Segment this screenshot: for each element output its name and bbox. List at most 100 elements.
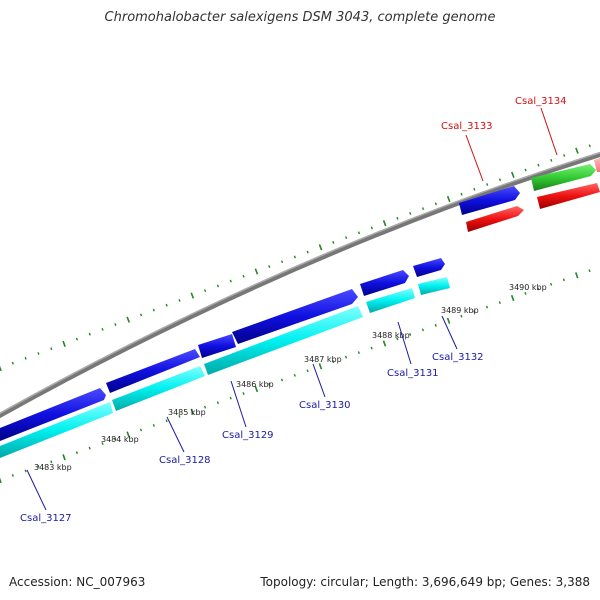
gene-label-csal3133[interactable]: Csal_3133 <box>441 121 493 132</box>
tick-mark <box>460 192 463 196</box>
tick-mark <box>537 287 540 291</box>
scale-label: 3487 kbp <box>304 355 342 364</box>
tick-mark <box>370 226 373 230</box>
tick-mark <box>498 301 501 304</box>
tick-mark <box>562 278 565 282</box>
tick-mark <box>165 419 168 423</box>
tick-mark <box>126 431 130 438</box>
tick-mark <box>409 332 412 336</box>
tick-mark <box>434 323 437 327</box>
gene-label-csal3130[interactable]: Csal_3130 <box>299 400 351 411</box>
gene-labels: Csal_3127 Csal_3128 Csal_3129 Csal_3130 … <box>20 96 567 524</box>
gene-arrow-csal3134-rev[interactable] <box>537 183 600 209</box>
scale-labels: 3483 kbp 3484 kbp 3485 kbp 3486 kbp 3487… <box>34 283 547 472</box>
tick-mark <box>357 351 360 355</box>
tick-mark <box>101 327 104 331</box>
scale-label: 3484 kbp <box>101 435 139 444</box>
tick-mark <box>152 308 155 312</box>
gene-arrow-csal3130[interactable] <box>232 289 358 344</box>
tick-mark <box>293 255 296 259</box>
gene-arrow-csal3128[interactable] <box>106 349 200 393</box>
tick-mark <box>511 171 515 178</box>
scale-label: 3486 kbp <box>236 380 274 389</box>
tick-mark <box>446 317 451 324</box>
gene-arrow-csal3134[interactable] <box>531 164 596 191</box>
tick-mark <box>216 401 219 405</box>
tick-mark <box>473 310 476 314</box>
gene-label-csal3127[interactable]: Csal_3127 <box>20 513 72 524</box>
tick-mark <box>114 323 117 326</box>
gene-arrow-csal3133-rev[interactable] <box>466 206 524 232</box>
tick-mark <box>254 268 259 275</box>
gene-label-csal3134[interactable]: Csal_3134 <box>515 96 567 107</box>
tick-mark <box>203 405 207 409</box>
tick-mark <box>88 446 91 450</box>
scale-label: 3490 kbp <box>509 283 547 292</box>
tick-mark <box>574 272 579 279</box>
tick-mark <box>485 305 489 309</box>
tick-mark <box>344 355 348 359</box>
tick-mark <box>332 360 335 364</box>
tick-mark <box>11 474 14 477</box>
tick-mark <box>575 147 579 154</box>
gene-arrow-csal3127-rev[interactable] <box>0 402 113 458</box>
tick-mark <box>204 289 207 293</box>
gene-label-csal3132[interactable]: Csal_3132 <box>432 352 484 363</box>
tick-mark <box>318 363 323 370</box>
genome-backbone <box>0 151 600 419</box>
map-title: Chromohalobacter salexigens DSM 3043, co… <box>104 10 496 25</box>
tick-mark <box>460 314 463 318</box>
scale-label: 3489 kbp <box>441 306 479 315</box>
tick-mark <box>152 423 155 427</box>
tick-mark <box>216 284 220 288</box>
tick-mark <box>357 231 361 235</box>
gene-label-csal3128[interactable]: Csal_3128 <box>159 455 211 466</box>
gene-arrow-csal3129[interactable] <box>198 334 236 358</box>
tick-mark <box>332 241 335 244</box>
gene-arrow-csal3130-rev[interactable] <box>366 288 415 313</box>
tick-mark <box>268 265 271 269</box>
gene-arrow-csal3129-rev[interactable] <box>204 306 363 375</box>
gene-label-csal3131[interactable]: Csal_3131 <box>387 368 439 379</box>
tick-mark <box>446 195 451 203</box>
tick-mark <box>11 361 14 365</box>
gene-arrow-csal3131-rev[interactable] <box>418 277 450 295</box>
tick-mark <box>37 352 40 355</box>
gene-arrow-csal3132[interactable] <box>413 258 445 277</box>
tick-mark <box>306 250 309 254</box>
scale-tick-ring <box>0 269 591 484</box>
tick-mark <box>37 464 40 468</box>
gene-arrow-next[interactable] <box>594 158 600 172</box>
tick-mark <box>229 396 232 400</box>
tick-mark <box>473 187 476 191</box>
label-leaders <box>26 107 558 511</box>
gene-arrow-csal3133[interactable] <box>459 186 520 215</box>
tick-mark <box>293 373 296 377</box>
tick-mark <box>510 294 515 302</box>
accession-text: Accession: NC_007963 <box>9 575 146 589</box>
tick-mark <box>139 313 143 317</box>
outer-tick-ring <box>0 144 591 372</box>
tick-mark <box>242 392 245 395</box>
tick-mark <box>382 220 387 227</box>
tick-mark <box>62 340 66 347</box>
tick-mark <box>280 378 284 382</box>
tick-mark <box>421 207 425 211</box>
gene-label-csal3129[interactable]: Csal_3129 <box>222 430 274 441</box>
tick-mark <box>550 282 553 286</box>
tick-mark <box>537 163 540 167</box>
tick-mark <box>280 260 284 264</box>
tick-mark <box>588 144 591 148</box>
tick-mark <box>126 316 131 323</box>
tick-mark <box>588 269 591 273</box>
tick-mark <box>486 183 489 186</box>
tick-mark <box>396 216 399 220</box>
gene-arrow-csal3128-rev[interactable] <box>112 366 205 411</box>
gene-arrow-csal3127[interactable] <box>0 388 106 441</box>
scale-label: 3488 kbp <box>372 331 410 340</box>
tick-mark <box>306 369 309 373</box>
scale-label: 3483 kbp <box>34 463 72 472</box>
tick-mark <box>421 328 425 332</box>
gene-arrow-csal3131[interactable] <box>360 270 409 296</box>
